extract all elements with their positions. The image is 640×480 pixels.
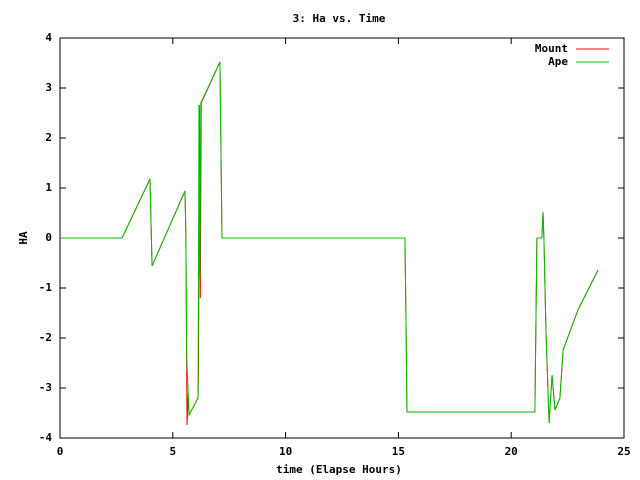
y-tick-label: 4 xyxy=(45,31,52,44)
series-line xyxy=(60,61,599,424)
chart-title: 3: Ha vs. Time xyxy=(293,12,386,25)
y-tick-label: 0 xyxy=(45,231,52,244)
x-tick-label: 0 xyxy=(57,445,64,458)
y-tick-label: -1 xyxy=(39,281,53,294)
y-tick-label: 2 xyxy=(45,131,52,144)
x-tick-label: 25 xyxy=(617,445,630,458)
legend-label: Ape xyxy=(548,55,568,68)
legend-label: Mount xyxy=(535,42,568,55)
y-tick-label: -2 xyxy=(39,331,52,344)
y-tick-label: -4 xyxy=(39,431,53,444)
x-tick-label: 10 xyxy=(279,445,292,458)
x-tick-label: 15 xyxy=(392,445,405,458)
x-tick-label: 20 xyxy=(505,445,518,458)
x-tick-label: 5 xyxy=(169,445,176,458)
y-tick-label: 1 xyxy=(45,181,52,194)
y-axis-label: HA xyxy=(17,231,30,245)
y-tick-label: 3 xyxy=(45,81,52,94)
y-tick-label: -3 xyxy=(39,381,52,394)
x-axis-label: time (Elapse Hours) xyxy=(276,463,402,476)
